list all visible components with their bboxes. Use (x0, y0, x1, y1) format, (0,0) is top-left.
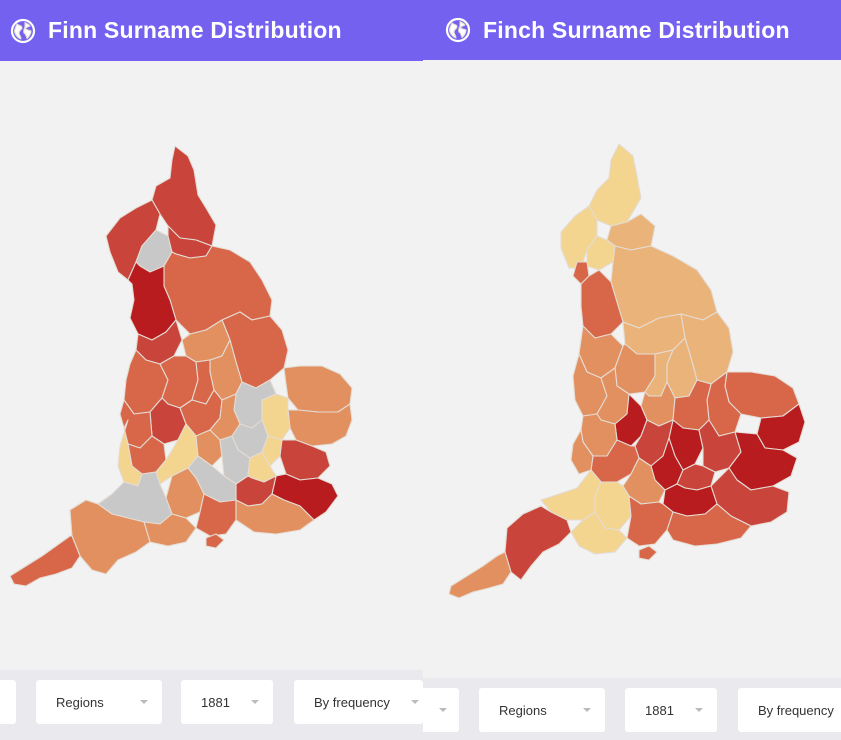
finch-panel: Finch Surname Distribution (423, 0, 841, 740)
finch-controls: Regions 1881 By frequency (423, 678, 841, 740)
chevron-down-icon (583, 708, 591, 712)
chevron-down-icon (411, 700, 419, 704)
finch-region-essex (728, 431, 798, 491)
finn-year-select-label: 1881 (201, 694, 230, 710)
finch-partial-control[interactable] (423, 688, 459, 732)
globe-icon (10, 18, 36, 43)
finn-region-iow (205, 533, 225, 549)
finch-region-westmorland (586, 235, 616, 271)
finch-year-select-label: 1881 (645, 702, 674, 718)
chevron-down-icon (439, 708, 447, 712)
finn-header: Finn Surname Distribution (0, 0, 423, 61)
finn-panel: Finn Surname Distribution (0, 0, 423, 740)
chevron-down-icon (695, 708, 703, 712)
finch-year-select[interactable]: 1881 (625, 688, 717, 732)
finn-region-cumberland (105, 199, 161, 281)
finch-region-derbyshire (614, 343, 656, 395)
finch-region-iow (638, 545, 658, 561)
finn-region-devon (69, 499, 151, 575)
finn-region-norfolk (283, 365, 353, 413)
finn-region-dorset (143, 513, 197, 547)
finch-mode-select-label: By frequency (758, 702, 834, 718)
globe-icon (445, 17, 471, 43)
finch-region-select[interactable]: Regions (479, 688, 605, 732)
finn-region-essex (279, 439, 331, 481)
finch-region-hereford (570, 429, 594, 475)
finch-region-select-label: Regions (499, 702, 547, 718)
finn-region-select-label: Regions (56, 694, 104, 710)
finch-map[interactable] (423, 60, 841, 680)
finn-partial-control[interactable] (0, 680, 16, 724)
finn-region-suffolk (287, 403, 353, 447)
finn-mode-select[interactable]: By frequency (294, 680, 423, 724)
finch-title: Finch Surname Distribution (483, 16, 790, 43)
finn-region-sussex (235, 493, 315, 535)
finn-map[interactable] (0, 61, 423, 670)
finn-title: Finn Surname Distribution (48, 17, 342, 43)
finn-controls: Regions 1881 By frequency (0, 670, 423, 740)
finch-region-sussex (666, 503, 752, 547)
chevron-down-icon (140, 700, 148, 704)
finch-region-dorset (570, 511, 628, 555)
finch-region-cornwall (448, 551, 512, 599)
finn-region-northumberland (151, 145, 217, 247)
finn-region-cornwall (9, 535, 81, 587)
finch-region-devon (504, 505, 572, 581)
finch-region-northumberland (588, 143, 642, 227)
finn-year-select[interactable]: 1881 (181, 680, 273, 724)
chevron-down-icon (251, 700, 259, 704)
finn-region-select[interactable]: Regions (36, 680, 162, 724)
finch-region-yorkshire-n (610, 245, 718, 329)
finch-mode-select[interactable]: By frequency (738, 688, 841, 732)
finn-mode-select-label: By frequency (314, 694, 390, 710)
finch-header: Finch Surname Distribution (423, 0, 841, 60)
